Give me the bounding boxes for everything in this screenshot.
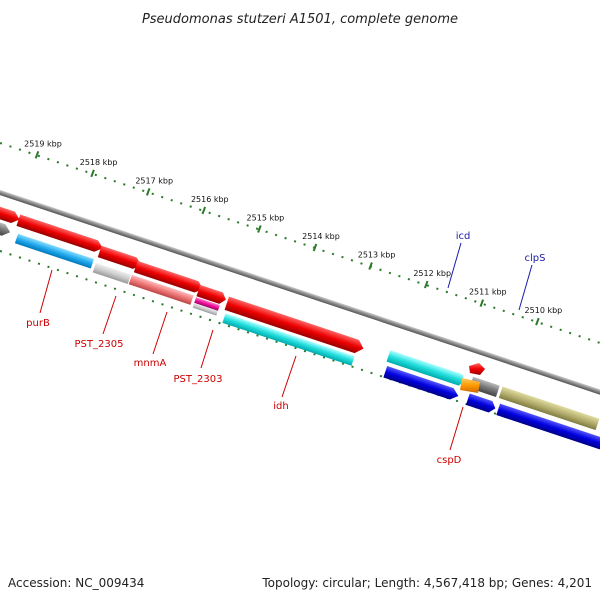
label-pst2303: PST_2303 [174,374,223,385]
major-tick [257,225,262,233]
leader-cspd [449,406,464,451]
map-title: Pseudomonas stutzeri A1501, complete gen… [142,12,458,27]
gene-mnma-reverse[interactable] [128,274,194,305]
gene-leader-lines [39,242,533,451]
forward-strand [0,202,600,431]
major-tick [423,280,429,289]
gene-purb-reverse[interactable] [14,233,94,269]
label-idh: idh [273,401,288,412]
backbone-group [0,183,600,410]
leader-mnma [152,311,168,355]
leader-idh [281,355,297,398]
major-tick [535,317,540,326]
leader-clps [518,264,533,311]
leader-pst2305 [102,295,117,335]
leader-purb [39,269,53,314]
major-tick [90,169,95,178]
leader-icd [447,242,462,289]
genome-backbone [0,183,600,410]
label-mnma: mnmA [134,358,167,369]
tick-label: 2512 kbp [413,269,451,278]
gene-forward-1[interactable] [0,202,22,225]
gene-cspd-red[interactable] [469,363,485,375]
topology-text: Topology: circular; Length: 4,567,418 bp… [262,576,592,590]
gene-cspd-orange[interactable] [460,378,480,393]
major-tick [479,299,485,307]
tick-label: 2516 kbp [191,195,229,204]
gene-forward-pst2305[interactable] [97,245,144,271]
major-tick [368,262,373,270]
gene-mnma-forward[interactable] [133,260,205,295]
gene-icd-reverse[interactable] [383,366,460,402]
gene-pst2303-reverse-gray[interactable] [192,302,218,316]
accession-text: Accession: NC_009434 [8,576,145,590]
tick-label: 2510 kbp [525,306,563,315]
gene-purb-forward[interactable] [16,214,104,253]
tick-label: 2518 kbp [80,158,118,167]
tick-label: 2517 kbp [135,176,173,185]
major-tick [145,188,151,196]
tick-labels: 2519 kbp 2518 kbp 2517 kbp 2516 kbp 2515 kbp… [24,139,562,315]
tick-label: 2513 kbp [358,251,396,260]
gene-forward-pst2303[interactable] [196,284,227,306]
tick-label: 2515 kbp [247,213,285,222]
tick-label: 2514 kbp [302,232,340,241]
major-ticks [34,150,540,326]
gene-pst2303-reverse-magenta[interactable] [194,297,220,311]
gene-blue-reverse-large[interactable] [496,403,600,450]
major-tick [34,150,40,159]
reverse-strand [0,216,600,450]
major-tick [201,206,207,215]
label-pst2305: PST_2305 [75,339,124,350]
label-cspd: cspD [437,455,462,466]
major-tick [312,243,318,252]
gene-icd-forward[interactable] [386,350,467,387]
gene-pst2305-reverse[interactable] [92,262,131,284]
gene-idh-reverse[interactable] [222,313,355,366]
tick-label: 2519 kbp [24,139,62,148]
gene-idh-forward[interactable] [224,296,366,356]
tick-label: 2511 kbp [469,288,507,297]
gene-olive-forward[interactable] [498,386,600,431]
gene-clps-reverse[interactable] [465,393,497,415]
label-purb: purB [26,318,50,329]
label-icd: icd [456,231,471,242]
leader-pst2303 [200,329,214,369]
gene-reverse-gray-1[interactable] [0,216,12,237]
label-clps: clpS [525,253,546,264]
